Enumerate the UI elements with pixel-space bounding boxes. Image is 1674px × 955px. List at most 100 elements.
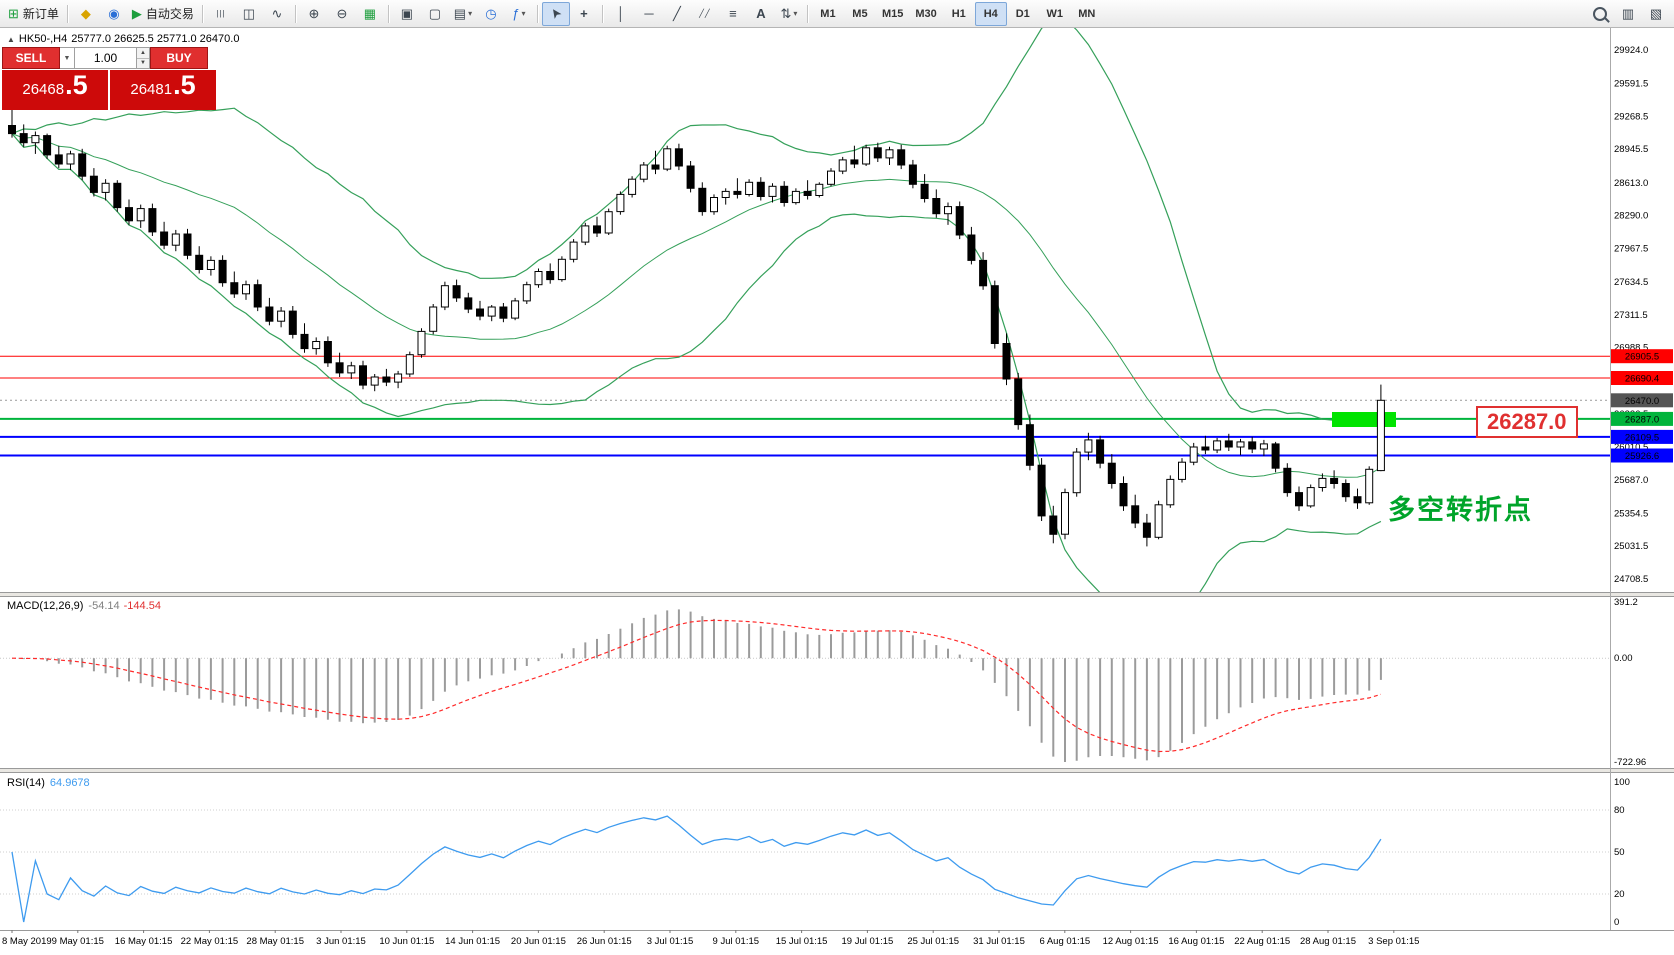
zoom-out-icon: ⊖ — [336, 6, 348, 21]
market-watch-icon: ◉ — [108, 6, 120, 21]
svg-text:50: 50 — [1614, 847, 1625, 858]
sell-price-display[interactable]: 26468 .5 — [2, 70, 108, 110]
vertical-line-icon: │ — [616, 6, 625, 21]
toolbar-separator — [601, 4, 603, 23]
buy-price-display[interactable]: 26481 .5 — [110, 70, 216, 110]
sell-button[interactable]: SELL — [2, 47, 60, 69]
timeframe-m15-button[interactable]: M15 — [881, 7, 904, 20]
timeframe-d1-button[interactable]: D1 — [1015, 7, 1030, 20]
candlestick-chart-button[interactable]: ◫ — [235, 2, 263, 26]
toolbar-separator — [806, 4, 808, 23]
channel-button[interactable]: ╱╱ — [691, 2, 719, 26]
toolbar-separator — [294, 4, 296, 23]
zoom-in-button[interactable]: ⊕ — [300, 2, 328, 26]
turning-point-highlight-rect[interactable] — [1332, 412, 1396, 427]
new-order-button-label: 新订单 — [22, 7, 59, 21]
timeframe-h1-button[interactable]: H1 — [951, 7, 966, 20]
svg-text:10 Jun 01:15: 10 Jun 01:15 — [379, 936, 434, 947]
svg-text:26470.0: 26470.0 — [1625, 396, 1659, 407]
toolbar-separator — [201, 4, 203, 23]
zoom-out-button[interactable]: ⊖ — [328, 2, 356, 26]
bar-chart-button[interactable]: ||| — [207, 2, 235, 26]
price-callout-label[interactable]: 26287.0 — [1476, 406, 1578, 438]
svg-text:9 May 01:15: 9 May 01:15 — [52, 936, 104, 947]
timeframe-m30-button[interactable]: M30 — [915, 7, 937, 20]
chart-shift-button[interactable]: ◷ — [477, 2, 505, 26]
buy-button[interactable]: BUY — [150, 47, 208, 69]
sell-price-frac: .5 — [65, 70, 88, 100]
auto-trading-button[interactable]: ▶ 自动交易 — [128, 2, 198, 26]
dropdown-arrow-icon: ▾ — [521, 9, 526, 18]
trendline-button[interactable]: ╱ — [663, 2, 691, 26]
oneclick-collapse-icon[interactable]: ▲ — [7, 35, 15, 44]
svg-text:24708.5: 24708.5 — [1614, 574, 1648, 585]
layout-icon: ▧ — [1649, 6, 1663, 21]
crosshair-icon: + — [580, 6, 588, 21]
turning-point-annotation: 多空转折点 — [1388, 495, 1533, 525]
bollinger-bands — [11, 28, 1382, 592]
search-button[interactable] — [1586, 2, 1614, 26]
bar-chart-icon: ||| — [216, 8, 226, 18]
toolbar-left-group: ⊞ 新订单 ◆ ◉ ▶ 自动交易 ||| ◫ ∿ ⊕ ⊖ ▦ ▣ ▢ ▤ ▾ ◷ ƒ ▾ ➤ + │ ─ ╱ ╱╱ ≡ A ⇅ ▾ — [4, 1, 812, 26]
horizontal-line-button[interactable]: ─ — [635, 2, 663, 26]
price-axis[interactable]: 29924.0 29591.5 29268.5 28945.5 28613.0 28290… — [1614, 45, 1648, 928]
data-window-button[interactable]: ▥ — [1614, 2, 1642, 26]
indicators-button[interactable]: ƒ ▾ — [505, 2, 533, 26]
svg-text:26109.5: 26109.5 — [1625, 432, 1659, 443]
timeframe-m5-button[interactable]: M5 — [852, 7, 868, 20]
svg-text:29591.5: 29591.5 — [1614, 79, 1648, 90]
volume-dropdown-button[interactable]: ▼ — [60, 47, 75, 69]
new-order-icon: ⊞ — [8, 6, 19, 21]
line-chart-button[interactable]: ∿ — [263, 2, 291, 26]
market-watch-button[interactable]: ◉ — [100, 2, 128, 26]
timeframe-m1-button[interactable]: M1 — [820, 7, 836, 20]
svg-text:26988.5: 26988.5 — [1614, 343, 1648, 354]
tile-windows-button[interactable]: ▦ — [356, 2, 384, 26]
rsi-line — [11, 815, 1382, 923]
text-button[interactable]: A — [747, 2, 775, 26]
one-click-trading-panel: SELL ▼ ▲ ▼ BUY 26468 .5 26481 .5 — [2, 47, 216, 110]
timeframe-mn-button[interactable]: MN — [1078, 7, 1096, 20]
crosshair-button[interactable]: + — [570, 2, 598, 26]
svg-text:25926.6: 25926.6 — [1625, 451, 1659, 462]
svg-text:25031.5: 25031.5 — [1614, 541, 1648, 552]
layout-button[interactable]: ▧ — [1642, 2, 1670, 26]
svg-text:26690.4: 26690.4 — [1625, 374, 1659, 385]
svg-text:28945.5: 28945.5 — [1614, 144, 1648, 155]
alerts-button[interactable]: ◆ — [72, 2, 100, 26]
svg-text:26010.5: 26010.5 — [1614, 442, 1648, 453]
timeframe-h4-button[interactable]: H4 — [974, 1, 1007, 26]
volume-input[interactable] — [75, 47, 137, 69]
new-order-button[interactable]: ⊞ 新订单 — [4, 2, 63, 26]
macd-signal-value: -144.54 — [123, 600, 161, 612]
toolbar-separator — [387, 4, 389, 23]
cascade-windows-button[interactable]: ▣ — [393, 2, 421, 26]
cursor-button[interactable]: ➤ — [541, 1, 570, 26]
arrows-button[interactable]: ⇅ ▾ — [775, 2, 803, 26]
svg-text:0: 0 — [1614, 917, 1619, 928]
ohlc-values: 25777.0 26625.5 25771.0 26470.0 — [71, 33, 240, 45]
svg-text:26 Jun 01:15: 26 Jun 01:15 — [577, 936, 632, 947]
arrange-windows-icon: ▢ — [428, 6, 442, 21]
timeframe-w1-button[interactable]: W1 — [1046, 7, 1064, 20]
cascade-windows-icon: ▣ — [400, 6, 414, 21]
pane-backgrounds — [0, 28, 1674, 955]
new-chart-button[interactable]: ▤ ▾ — [449, 2, 477, 26]
svg-text:25354.5: 25354.5 — [1614, 509, 1648, 520]
svg-text:27311.5: 27311.5 — [1614, 310, 1648, 321]
svg-text:80: 80 — [1614, 805, 1625, 816]
svg-text:16 Aug 01:15: 16 Aug 01:15 — [1168, 936, 1224, 947]
alerts-icon: ◆ — [80, 6, 91, 21]
svg-text:26905.5: 26905.5 — [1625, 352, 1659, 363]
vertical-line-button[interactable]: │ — [607, 2, 635, 26]
rsi-levels — [0, 809, 1610, 895]
line-chart-icon: ∿ — [271, 6, 283, 21]
time-axis[interactable]: 8 May 2019 9 May 01:15 16 May 01:15 22 May … — [2, 930, 1419, 947]
volume-increase-button[interactable]: ▲ — [137, 48, 149, 59]
horizontal-line-icon: ─ — [644, 6, 654, 21]
arrange-windows-button[interactable]: ▢ — [421, 2, 449, 26]
macd-name: MACD(12,26,9) — [7, 600, 84, 612]
volume-decrease-button[interactable]: ▼ — [137, 58, 149, 68]
fibonacci-button[interactable]: ≡ — [719, 2, 747, 26]
